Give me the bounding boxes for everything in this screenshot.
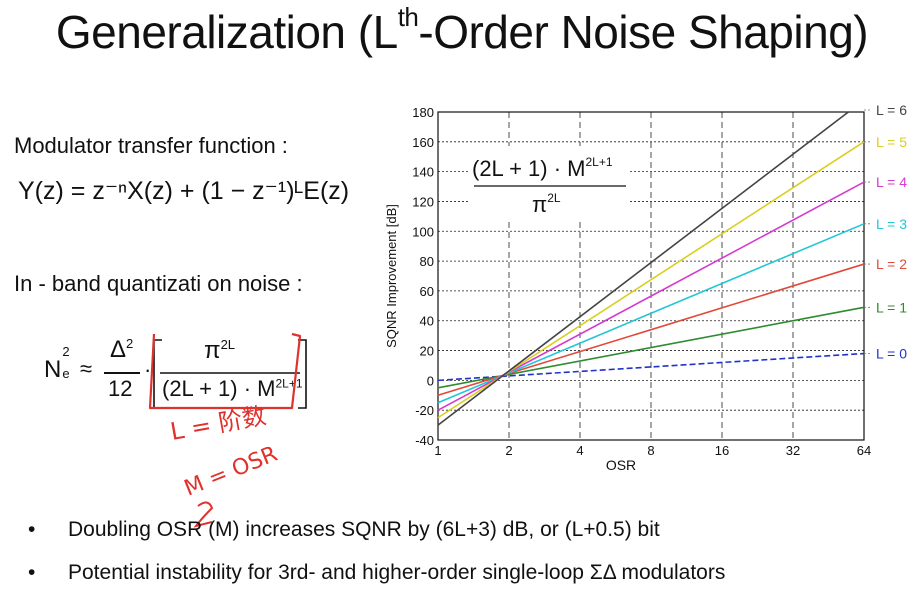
formula-numerator: (2L + 1) · M2L+1 <box>472 155 613 181</box>
legend-label: L = 2 <box>876 256 907 272</box>
ink-scribble <box>193 501 214 528</box>
formula-denominator: π2L <box>532 191 561 217</box>
series-line-L0 <box>437 352 865 382</box>
y-axis-label: SQNR Improvement [dB] <box>384 204 399 348</box>
multiply-dot: · <box>144 357 152 382</box>
delta-numerator: Δ2 <box>110 336 134 363</box>
x-tick-label: 8 <box>647 443 654 458</box>
noise-label: In - band quantizati on noise : <box>14 271 303 296</box>
y-tick-label: 40 <box>420 314 434 329</box>
twelve-denominator: 12 <box>108 376 133 401</box>
slide-title: Generalization (Lth-Order Noise Shaping) <box>55 2 869 58</box>
x-tick-label: 2 <box>505 443 512 458</box>
y-tick-label: -40 <box>415 433 434 448</box>
modulator-label: Modulator transfer function : <box>14 133 288 158</box>
x-ticks: 1 2 4 8 16 32 64 <box>434 443 871 458</box>
y-ticks: -40 -20 0 20 40 60 80 100 120 140 160 180 <box>412 105 434 448</box>
x-tick-label: 4 <box>576 443 583 458</box>
legend-label: L = 3 <box>876 216 907 232</box>
legend-label: L = 0 <box>876 346 907 362</box>
chart-formula: (2L + 1) · M2L+1 π2L <box>470 146 628 218</box>
y-tick-label: 120 <box>412 194 434 209</box>
x-axis-label: OSR <box>606 457 636 473</box>
ink-bracket <box>148 332 302 410</box>
series-line-L6 <box>437 111 849 426</box>
legend-label: L = 1 <box>876 299 907 315</box>
bullet-1: • Doubling OSR (M) increases SQNR by (6L+… <box>28 518 660 541</box>
y-tick-label: -20 <box>415 403 434 418</box>
x-tick-label: 32 <box>786 443 800 458</box>
fraction-bar-left <box>104 372 140 374</box>
x-tick-label: 64 <box>857 443 871 458</box>
noise-denominator: (2L + 1) · M2L+1 <box>162 376 303 401</box>
plot-frame <box>437 111 865 441</box>
y-tick-label: 80 <box>420 254 434 269</box>
chart-legend: L = 0 L = 1 L = 2 L = 3 L = 4 L = 5 L = 6 <box>864 102 907 362</box>
sqnr-chart: -40 -20 0 20 40 60 80 100 120 140 160 180 1 2 4 8 16 32 6… <box>384 102 907 473</box>
legend-label: L = 5 <box>876 134 907 150</box>
series-line-L1 <box>437 306 865 389</box>
chart-series <box>437 111 865 426</box>
pi-numerator: π2L <box>204 337 236 364</box>
handwritten-annotations: L = 阶数 M = OSR <box>148 332 302 528</box>
x-tick-label: 1 <box>434 443 441 458</box>
bullet-2: • Potential instability for 3rd- and high… <box>28 561 726 584</box>
y-tick-label: 60 <box>420 284 434 299</box>
y-tick-label: 0 <box>427 373 434 388</box>
y-tick-label: 20 <box>420 344 434 359</box>
y-tick-label: 160 <box>412 135 434 150</box>
legend-label: L = 6 <box>876 102 907 118</box>
ink-note-osr: M = OSR <box>181 442 281 502</box>
x-tick-label: 16 <box>715 443 729 458</box>
y-tick-label: 180 <box>412 105 434 120</box>
legend-label: L = 4 <box>876 174 907 190</box>
y-tick-label: 100 <box>412 224 434 239</box>
approx-sign: ≈ <box>80 356 93 381</box>
transfer-function: Y(z) = z⁻ⁿX(z) + (1 − z⁻¹)ᴸE(z) <box>18 177 350 205</box>
y-tick-label: 140 <box>412 165 434 180</box>
